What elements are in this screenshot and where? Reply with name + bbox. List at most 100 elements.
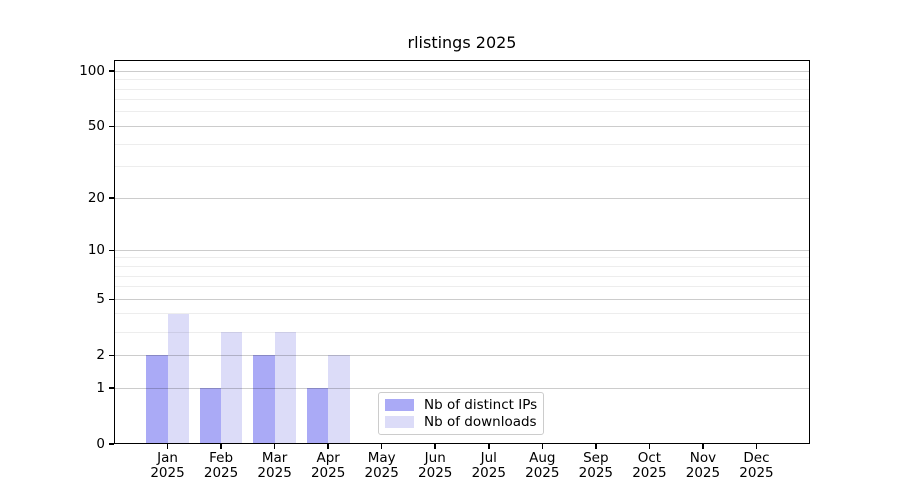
bar-distinct-ips-jan xyxy=(146,355,168,444)
x-tick-month: Apr xyxy=(316,450,340,466)
gridline-major xyxy=(114,298,810,300)
x-axis-tick-label: Feb 2025 xyxy=(186,451,256,480)
bar-downloads-jan xyxy=(167,313,189,444)
y-axis-tick-label: 0 xyxy=(96,436,105,452)
gridline-minor xyxy=(114,166,810,168)
x-tick-month: Jul xyxy=(480,450,497,466)
gridline-major xyxy=(114,125,810,127)
y-axis-tick xyxy=(109,249,114,252)
bar-distinct-ips-mar xyxy=(253,355,275,444)
x-axis-tick-label: Jun 2025 xyxy=(400,451,470,480)
x-tick-year: 2025 xyxy=(471,464,506,481)
gridline-minor xyxy=(114,79,810,81)
x-tick-month: Nov xyxy=(689,450,717,466)
x-tick-month: Feb xyxy=(209,450,234,466)
y-axis-tick-label: 20 xyxy=(87,190,105,207)
x-axis-tick-label: Aug 2025 xyxy=(507,451,577,480)
x-axis-tick xyxy=(380,444,383,449)
y-axis-tick xyxy=(109,443,114,445)
x-axis-tick xyxy=(488,444,490,449)
x-axis-tick xyxy=(702,444,704,449)
x-axis-tick xyxy=(327,444,329,449)
x-axis-tick-label: Oct 2025 xyxy=(614,451,684,480)
legend-item-downloads: Nb of downloads xyxy=(385,414,537,430)
x-tick-year: 2025 xyxy=(364,464,399,481)
x-tick-year: 2025 xyxy=(685,464,721,481)
gridline-minor xyxy=(114,88,810,90)
legend-swatch-distinct-ips xyxy=(385,398,414,411)
x-tick-year: 2025 xyxy=(525,464,560,481)
x-axis-tick xyxy=(595,444,597,449)
gridline-major xyxy=(114,249,810,251)
x-axis-tick-label: Dec 2025 xyxy=(721,451,791,480)
gridline-minor xyxy=(114,313,810,315)
y-axis-tick-label: 100 xyxy=(79,63,105,80)
legend: Nb of distinct IPs Nb of downloads xyxy=(378,392,544,435)
x-tick-month: Aug xyxy=(529,450,556,466)
legend-swatch-downloads xyxy=(385,416,414,429)
y-axis-tick xyxy=(109,125,114,128)
gridline-major xyxy=(114,354,810,356)
x-axis-tick xyxy=(755,444,758,449)
y-axis-tick-label: 50 xyxy=(87,118,105,135)
y-axis-tick xyxy=(109,354,114,356)
x-axis-tick-label: Jan 2025 xyxy=(133,451,203,480)
x-axis-tick xyxy=(434,444,436,449)
x-axis-tick-label: Jul 2025 xyxy=(454,451,524,480)
y-axis-tick xyxy=(109,387,114,389)
gridline-major xyxy=(114,70,810,72)
x-tick-month: May xyxy=(367,450,396,466)
chart-title: rlistings 2025 xyxy=(407,33,517,52)
bar-downloads-mar xyxy=(274,332,297,444)
y-axis-tick xyxy=(109,70,114,72)
gridline-minor xyxy=(114,275,810,277)
gridline-minor xyxy=(114,99,810,101)
x-tick-month: Mar xyxy=(261,450,288,466)
x-tick-year: 2025 xyxy=(257,464,292,481)
bar-distinct-ips-feb xyxy=(199,388,222,444)
bar-downloads-feb xyxy=(221,332,243,444)
x-tick-year: 2025 xyxy=(203,464,239,481)
bar-downloads-apr xyxy=(328,355,350,444)
x-axis-tick xyxy=(648,444,651,449)
x-tick-month: Dec xyxy=(743,450,770,466)
legend-item-distinct-ips: Nb of distinct IPs xyxy=(385,397,537,413)
gridline-minor xyxy=(114,266,810,267)
legend-label-distinct-ips: Nb of distinct IPs xyxy=(424,396,538,413)
x-axis-tick xyxy=(220,444,222,449)
x-axis-tick xyxy=(166,444,169,449)
x-axis-tick-label: Sep 2025 xyxy=(561,451,631,480)
gridline-minor xyxy=(114,331,810,333)
x-axis-tick-label: Nov 2025 xyxy=(668,451,738,480)
x-tick-year: 2025 xyxy=(632,464,667,481)
y-axis-tick-label: 10 xyxy=(87,242,105,259)
gridline-minor xyxy=(114,111,810,113)
gridline-major xyxy=(114,197,810,199)
bar-distinct-ips-apr xyxy=(306,388,329,444)
gridline-minor xyxy=(114,286,810,288)
gridline-minor xyxy=(114,257,810,259)
y-axis-tick-label: 5 xyxy=(96,291,105,308)
x-axis-tick-label: May 2025 xyxy=(347,451,417,480)
x-tick-month: Jun xyxy=(424,450,446,466)
gridline-major xyxy=(114,387,810,389)
x-tick-year: 2025 xyxy=(418,464,453,481)
x-axis-tick xyxy=(273,444,276,449)
x-tick-month: Sep xyxy=(583,450,609,466)
x-tick-month: Oct xyxy=(637,450,662,466)
y-axis-tick-label: 2 xyxy=(96,347,105,364)
x-axis-tick xyxy=(541,444,544,449)
x-axis-tick-label: Apr 2025 xyxy=(293,451,363,480)
x-tick-year: 2025 xyxy=(150,464,185,481)
axes-frame xyxy=(114,60,810,444)
x-axis-tick-label: Mar 2025 xyxy=(240,451,310,480)
x-tick-month: Jan xyxy=(157,450,178,466)
y-axis-tick xyxy=(109,298,114,300)
y-axis-tick xyxy=(109,197,114,199)
x-tick-year: 2025 xyxy=(739,464,774,481)
y-axis-tick-label: 1 xyxy=(96,380,105,396)
gridline-minor xyxy=(114,143,810,145)
legend-label-downloads: Nb of downloads xyxy=(424,414,537,431)
x-tick-year: 2025 xyxy=(578,464,614,481)
